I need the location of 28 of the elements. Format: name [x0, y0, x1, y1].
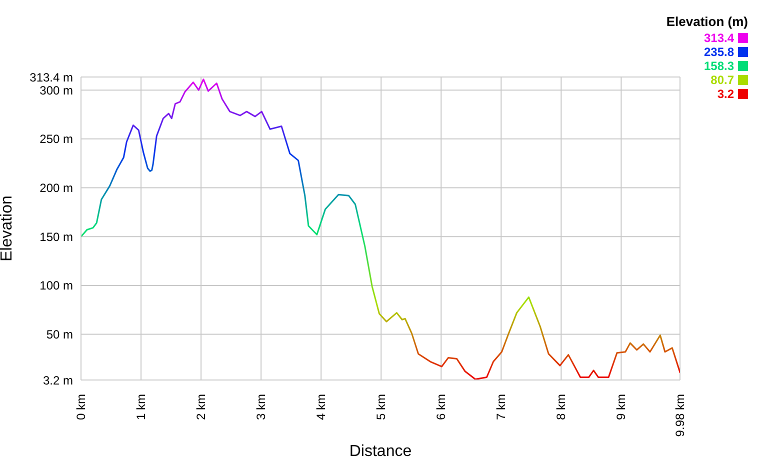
x-tick-label: 9.98 km: [673, 394, 687, 437]
y-axis-title: Elevation: [0, 196, 16, 262]
x-tick-label: 2 km: [194, 394, 208, 420]
color-bar-label: 313.4: [704, 31, 734, 45]
y-tick-label: 150 m: [40, 230, 73, 244]
x-axis-title: Distance: [349, 443, 412, 460]
y-tick-label: 100 m: [40, 278, 73, 293]
x-tick-label: 7 km: [494, 394, 508, 420]
color-bar-title: Elevation (m): [666, 14, 748, 29]
y-tick-label: 250 m: [40, 132, 73, 146]
color-bar-label: 158.3: [704, 59, 734, 73]
y-tick-label: 50 m: [46, 328, 73, 342]
x-tick-label: 3 km: [254, 394, 268, 420]
x-tick-label: 5 km: [374, 394, 388, 420]
y-tick-label: 3.2 m: [42, 373, 73, 388]
color-bar-label: 3.2: [717, 87, 734, 101]
color-bar-label: 80.7: [710, 73, 734, 87]
x-tick-label: 8 km: [554, 394, 568, 420]
y-tick-label: 200 m: [40, 181, 73, 196]
x-tick-label: 1 km: [134, 394, 148, 420]
y-tick-label: 300 m: [40, 83, 73, 98]
color-bar-label: 235.8: [704, 45, 734, 59]
y-tick-label: 313.4 m: [30, 70, 74, 84]
line-series: [81, 78, 680, 380]
x-tick-label: 6 km: [434, 394, 448, 420]
x-tick-label: 0 km: [74, 394, 88, 420]
x-tick-label: 9 km: [614, 394, 628, 420]
x-tick-label: 4 km: [314, 394, 328, 420]
